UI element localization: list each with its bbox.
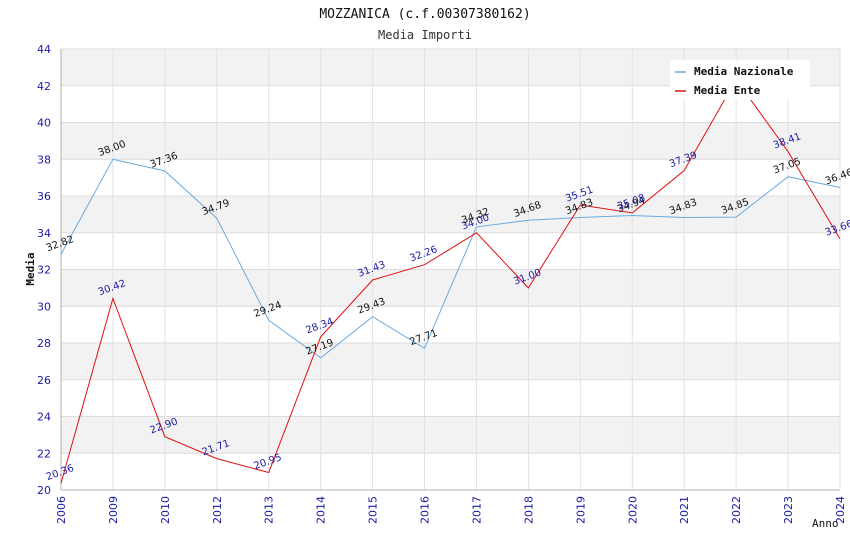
y-tick-labels: 20 22 24 26 28 30 32 34 36 38 40 42 44 [37, 43, 51, 497]
y-tick-label: 42 [37, 80, 51, 93]
legend-box [670, 60, 810, 100]
grid-lines [60, 48, 841, 491]
y-tick-label: 38 [37, 153, 51, 166]
x-axis-label: Anno [812, 517, 839, 530]
series-lines [60, 78, 841, 484]
grid-band [61, 343, 840, 380]
grid-band [61, 122, 840, 160]
grid-band [61, 416, 840, 454]
x-tick-label: 2017 [470, 496, 483, 524]
x-tick-label: 2010 [159, 496, 172, 524]
grid-band [61, 379, 840, 417]
y-tick-label: 32 [37, 264, 51, 277]
x-tick-label: 2021 [678, 496, 691, 524]
y-tick-label: 28 [37, 337, 51, 350]
y-tick-label: 26 [37, 374, 51, 387]
y-tick-label: 34 [37, 227, 51, 240]
x-tick-label: 2012 [211, 496, 224, 524]
x-tick-label: 2019 [574, 496, 587, 524]
x-tick-label: 2009 [107, 496, 120, 524]
grid-band [61, 159, 840, 196]
grid-band [61, 306, 840, 343]
x-tick-label: 2016 [419, 496, 432, 524]
y-tick-label: 24 [37, 411, 51, 424]
y-axis-label: Media [24, 252, 37, 285]
grid-band [61, 196, 840, 233]
grid-bands [61, 49, 840, 490]
x-tick-label: 2014 [315, 496, 328, 524]
series-line-media-ente [60, 78, 841, 484]
x-tick-label: 2022 [730, 496, 743, 524]
legend: Media Nazionale Media Ente [670, 60, 810, 100]
x-tick-label: 2023 [782, 496, 795, 524]
grid-band [61, 232, 840, 270]
x-tick-label: 2018 [522, 496, 535, 524]
series-line-media-nazionale [60, 158, 841, 359]
x-tick-label: 2015 [367, 496, 380, 524]
chart-title: MOZZANICA (c.f.00307380162) [319, 7, 530, 22]
legend-label-media-nazionale: Media Nazionale [694, 65, 794, 78]
x-tick-label: 2020 [626, 496, 639, 524]
grid-band [61, 453, 840, 490]
x-tick-label: 2006 [55, 496, 68, 524]
y-tick-label: 20 [37, 484, 51, 497]
x-tick-label: 2013 [263, 496, 276, 524]
axes [60, 49, 840, 491]
chart-subtitle: Media Importi [378, 28, 472, 42]
y-tick-label: 30 [37, 300, 51, 313]
x-tick-label: 2024 [834, 496, 847, 524]
y-tick-label: 22 [37, 447, 51, 460]
y-tick-label: 44 [37, 43, 51, 56]
legend-label-media-ente: Media Ente [694, 84, 761, 97]
y-tick-label: 36 [37, 190, 51, 203]
y-tick-label: 40 [37, 117, 51, 130]
x-tick-labels: 2006 2009 2010 2012 2013 2014 2015 2016 2017 2018… [55, 496, 847, 524]
